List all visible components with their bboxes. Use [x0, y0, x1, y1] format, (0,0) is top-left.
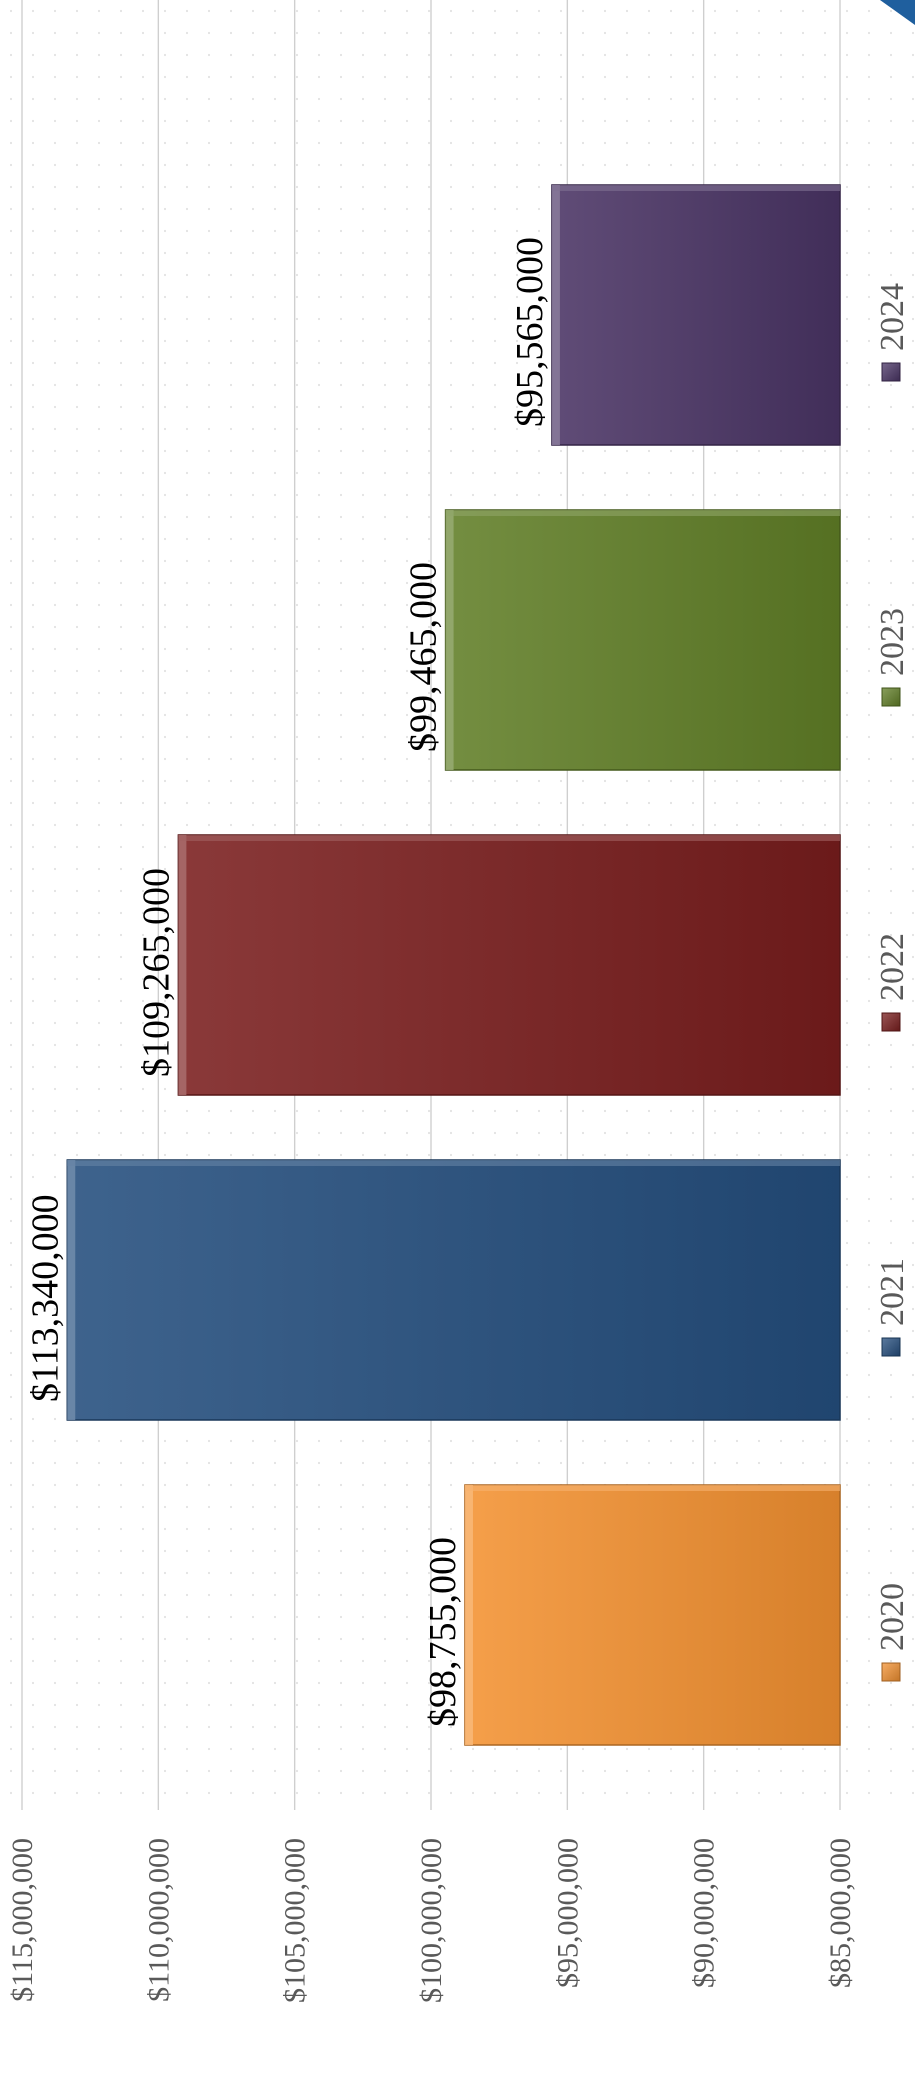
value-label: $109,265,000 — [135, 868, 177, 1077]
legend-label: 2024 — [874, 283, 911, 351]
bar-bevel — [67, 1160, 840, 1166]
y-tick-label: $115,000,000 — [6, 1838, 39, 2002]
value-label: $113,340,000 — [24, 1194, 66, 1402]
legend-swatch — [881, 1012, 901, 1032]
value-label: $95,565,000 — [509, 237, 551, 427]
y-tick-label: $85,000,000 — [824, 1838, 857, 1988]
legend-label: 2021 — [874, 1258, 911, 1326]
legend-entry: 2021 — [874, 1258, 911, 1357]
value-label: $99,465,000 — [403, 562, 445, 752]
y-tick-label: $90,000,000 — [688, 1838, 721, 1988]
bar-highlight — [464, 1485, 473, 1745]
y-tick-label: $105,000,000 — [279, 1838, 312, 2003]
bar-highlight — [551, 185, 560, 445]
bar-highlight — [67, 1160, 76, 1420]
y-tick-label: $110,000,000 — [142, 1838, 175, 2002]
legend-swatch — [881, 1662, 901, 1682]
corner-accent-shape — [880, 0, 915, 25]
legend-entry: 2023 — [874, 608, 911, 707]
legend-swatch — [881, 362, 901, 382]
bar-bevel — [445, 510, 840, 516]
tick-label-layer: $85,000,000 $90,000,000 $95,000,000 $100,00… — [6, 1838, 857, 2003]
legend-label: 2020 — [874, 1583, 911, 1651]
y-tick-label: $100,000,000 — [415, 1838, 448, 2003]
legend-label: 2023 — [874, 608, 911, 676]
bar-2020 — [464, 1484, 841, 1746]
legend-layer: 2020 2021 2022 2023 2024 — [874, 283, 911, 1682]
bar-bevel — [551, 185, 840, 191]
legend-swatch — [881, 1337, 901, 1357]
legend-swatch — [881, 687, 901, 707]
bar-highlight — [178, 835, 187, 1095]
bar-highlight — [445, 510, 454, 770]
bar-2021 — [66, 1159, 841, 1421]
y-tick-label: $95,000,000 — [551, 1838, 584, 1988]
legend-entry: 2024 — [874, 283, 911, 382]
legend-entry: 2020 — [874, 1583, 911, 1682]
value-label-layer: $98,755,000 $113,340,000 $109,265,000 $99,4… — [24, 237, 551, 1727]
bar-2023 — [444, 509, 841, 771]
bar-2022 — [177, 834, 841, 1096]
legend-entry: 2022 — [874, 933, 911, 1032]
bar-2024 — [551, 184, 841, 446]
bar-bevel — [464, 1485, 840, 1491]
bar-layer — [66, 184, 841, 1746]
value-label: $98,755,000 — [422, 1537, 464, 1727]
legend-label: 2022 — [874, 933, 911, 1001]
bar-bevel — [178, 835, 840, 841]
